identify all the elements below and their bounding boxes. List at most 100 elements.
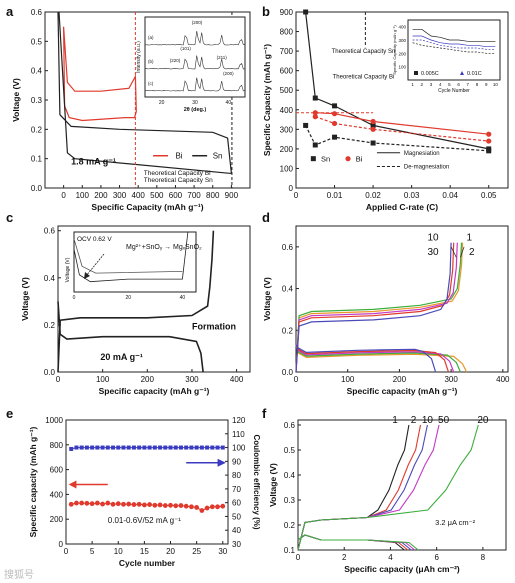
efficiency-point xyxy=(121,446,125,450)
inset-peak-label: (200) xyxy=(223,71,234,76)
y-tick-label: 0.4 xyxy=(282,285,294,294)
efficiency-point xyxy=(85,446,89,450)
efficiency-point xyxy=(184,446,188,450)
x-tick-label: 0 xyxy=(61,191,66,200)
x-tick-label: 20 xyxy=(166,547,175,556)
capacity-point xyxy=(142,503,147,508)
inset-frame xyxy=(145,17,245,97)
capacity-point xyxy=(220,504,225,509)
inset-y-label: Specific Capacity (mAh g⁻¹) xyxy=(392,25,397,75)
capacity-point xyxy=(85,501,90,506)
legend-label-magnesiation: Magnesiation xyxy=(404,151,440,157)
x-tick-label: 900 xyxy=(225,191,239,200)
inset-reaction-label: Mg²⁺+SnOᵧ → MgₓSnO₂ xyxy=(126,244,202,251)
y-tick-label: 0.1 xyxy=(31,155,43,164)
inset-peak-label: (220) xyxy=(170,58,181,63)
y2-tick-label: 120 xyxy=(232,416,246,425)
x-tick-label: 400 xyxy=(230,375,244,384)
data-point-sn xyxy=(371,141,376,146)
y-tick-label: 0 xyxy=(59,540,64,549)
efficiency-point xyxy=(95,446,99,450)
efficiency-point xyxy=(205,446,209,450)
cycle-label: 1 xyxy=(392,415,398,426)
capacity-point xyxy=(199,508,204,513)
x-tick-label: 25 xyxy=(192,547,201,556)
data-point-sn xyxy=(486,148,491,153)
series-discharge-cycle-2 xyxy=(296,345,460,372)
series-discharge-cycle-30 xyxy=(296,345,449,372)
x-tick-label: 100 xyxy=(76,191,90,200)
panel-letter-f: f xyxy=(262,406,267,421)
capacity-point xyxy=(158,503,163,508)
y-tick-label: 0.2 xyxy=(31,125,43,134)
series-charge-cycle-50 xyxy=(298,425,439,550)
efficiency-point xyxy=(200,446,204,450)
x-axis-label: Specific capacity (mAh g⁻¹) xyxy=(347,386,458,396)
capacity-point xyxy=(79,501,84,506)
efficiency-point xyxy=(137,446,141,450)
y-axis-label: Voltage (V) xyxy=(20,277,30,321)
capacity-point xyxy=(95,501,100,506)
y-tick-label: 0.6 xyxy=(31,8,43,17)
inset-y-tick-label: 100 xyxy=(398,65,406,70)
capacity-point xyxy=(179,503,184,508)
y-axis-label: Voltage (V) xyxy=(262,277,272,321)
x-tick-label: 200 xyxy=(393,375,407,384)
efficiency-point xyxy=(189,446,193,450)
cycle-label: 2 xyxy=(469,247,475,258)
x-tick-label: 0 xyxy=(64,547,69,556)
inset-x-tick-label: 30 xyxy=(192,100,198,106)
panel-b: 0 0.01 0.02 0.03 0.04 0.050100200300400500600… xyxy=(262,8,508,212)
y-axis-label: Voltage (V) xyxy=(11,78,21,122)
inset-peak-label: (101) xyxy=(180,46,191,51)
y-tick-label: 0.0 xyxy=(282,368,294,377)
x-tick-label: 2 xyxy=(342,553,347,562)
y-tick-label: 200 xyxy=(50,515,64,524)
x-tick-label: 400 xyxy=(496,375,510,384)
inset-x-tick-label: 7 xyxy=(467,82,470,87)
efficiency-point xyxy=(142,446,146,450)
series-discharge-cycle-30b xyxy=(296,345,436,372)
capacity-point xyxy=(105,501,110,506)
capacity-point xyxy=(184,504,189,509)
capacity-point xyxy=(132,502,137,507)
capacity-point xyxy=(215,504,220,509)
inset-x-tick-label: 3 xyxy=(430,82,433,87)
y2-tick-label: 60 xyxy=(232,499,241,508)
x-tick-label: 0.04 xyxy=(442,191,458,200)
formation-label: Formation xyxy=(192,322,236,332)
inset-x-tick-label: 9 xyxy=(485,82,488,87)
series-discharge-cycle-10 xyxy=(296,345,454,372)
y-tick-label: 0.4 xyxy=(44,274,56,283)
x-tick-label: 300 xyxy=(113,191,127,200)
inset-ocv-label: OCV 0.62 V xyxy=(77,236,112,243)
data-point-sn xyxy=(313,96,318,101)
y-tick-label: 0.2 xyxy=(44,321,56,330)
capacity-point xyxy=(137,502,142,507)
x-tick-label: 300 xyxy=(444,375,458,384)
inset-legend-marker xyxy=(414,71,418,75)
x-tick-label: 100 xyxy=(96,375,110,384)
y-tick-label: 0.0 xyxy=(44,368,56,377)
x-tick-label: 6 xyxy=(434,553,439,562)
efficiency-point xyxy=(163,446,167,450)
y-tick-label: 600 xyxy=(280,67,294,76)
y2-axis-label: Coulombic efficiency (%) xyxy=(252,434,261,529)
y-tick-label: 600 xyxy=(50,466,64,475)
panel-e: 0 5 10 15 20 25 3002004006008001000Cycle numbe… xyxy=(28,416,261,568)
capacity-point xyxy=(210,504,215,509)
efficiency-point xyxy=(101,446,105,450)
inset-y-tick-label: 200 xyxy=(398,51,406,56)
y-tick-label: 0.4 xyxy=(284,471,296,480)
efficiency-point xyxy=(210,446,214,450)
capacity-point xyxy=(69,502,74,507)
capacity-point xyxy=(152,503,157,508)
inset-x-tick-label: 0 xyxy=(73,295,76,301)
x-axis-label: Specific Capacity (mAh g⁻¹) xyxy=(91,202,203,212)
x-tick-label: 0.02 xyxy=(365,191,381,200)
efficiency-point xyxy=(132,446,136,450)
cycle-label: 10 xyxy=(422,415,434,426)
y-tick-label: 0 xyxy=(289,184,294,193)
series-charge-cycle-20 xyxy=(298,425,478,550)
